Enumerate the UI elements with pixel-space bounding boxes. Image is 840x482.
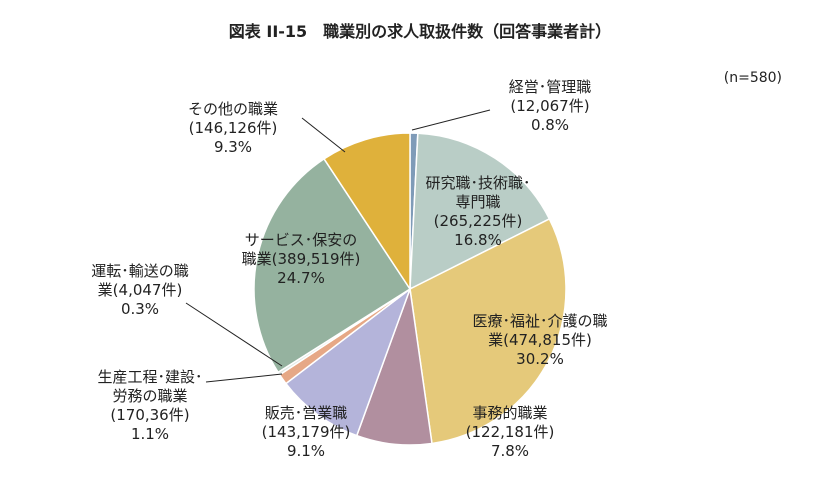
slice-count-label: (12,067件) xyxy=(510,97,589,115)
slice-count-label: (143,179件) xyxy=(262,423,351,441)
slice-name-label: サービス･保安の xyxy=(245,231,358,249)
slice-name-label: 運転･輸送の職 xyxy=(91,262,189,280)
slice-label: 販売･営業職(143,179件)9.1% xyxy=(262,404,351,460)
chart-title: 図表 II-15 職業別の求人取扱件数（回答事業者計） xyxy=(229,22,611,41)
slice-name-label: 職業(389,519件) xyxy=(242,250,361,268)
slice-label: その他の職業(146,126件)9.3% xyxy=(188,100,278,156)
slice-percent-label: 7.8% xyxy=(491,442,529,460)
slice-percent-label: 16.8% xyxy=(454,231,502,249)
pie-slice xyxy=(322,132,411,292)
slice-count-label: (146,126件) xyxy=(189,119,278,137)
pie-slice xyxy=(409,217,567,445)
slice-label: 経営･管理職(12,067件)0.8% xyxy=(509,78,592,134)
slice-name-label: 業(474,815件) xyxy=(488,331,592,349)
slice-count-label: (265,225件) xyxy=(434,212,523,230)
slice-name-label: 医療･福祉･介護の職 xyxy=(472,312,607,330)
slice-name-label: 生産工程･建設･ xyxy=(97,368,202,386)
slice-percent-label: 9.1% xyxy=(287,442,325,460)
slice-name-label: 研究職･技術職･ xyxy=(425,174,530,192)
slice-label: 研究職･技術職･専門職(265,225件)16.8% xyxy=(425,174,530,249)
pie-slice xyxy=(409,132,551,291)
slice-name-label: 専門職 xyxy=(455,193,500,211)
slice-name-label: 業(4,047件) xyxy=(98,281,183,299)
slice-percent-label: 24.7% xyxy=(277,269,325,287)
leader-lines xyxy=(185,109,491,383)
slice-name-label: 経営･管理職 xyxy=(509,78,592,96)
slice-percent-label: 9.3% xyxy=(214,138,252,156)
slice-percent-label: 30.2% xyxy=(516,350,564,368)
slice-labels: 経営･管理職(12,067件)0.8% 研究職･技術職･専門職(265,225件)… xyxy=(91,78,607,460)
leader-line xyxy=(185,302,283,367)
slice-label: 生産工程･建設･労務の職業(170,36件)1.1% xyxy=(97,368,202,443)
slice-count-label: (122,181件) xyxy=(466,423,555,441)
leader-line xyxy=(411,109,491,131)
leader-line xyxy=(205,373,283,383)
pie-slice xyxy=(253,157,412,374)
slice-name-label: その他の職業 xyxy=(188,100,278,118)
slice-label: 事務的職業(122,181件)7.8% xyxy=(466,404,555,460)
sample-size-note: (n=580) xyxy=(724,70,782,86)
pie-slices xyxy=(253,132,567,446)
slice-name-label: 労務の職業 xyxy=(112,387,187,405)
slice-percent-label: 0.3% xyxy=(121,300,159,318)
slice-percent-label: 0.8% xyxy=(531,116,569,134)
slice-name-label: 事務的職業 xyxy=(472,404,547,422)
pie-slice xyxy=(284,286,412,437)
slice-name-label: 販売･営業職 xyxy=(265,404,348,422)
slice-count-label: (170,36件) xyxy=(110,406,189,424)
leader-line xyxy=(301,117,346,153)
slice-percent-label: 1.1% xyxy=(131,425,169,443)
